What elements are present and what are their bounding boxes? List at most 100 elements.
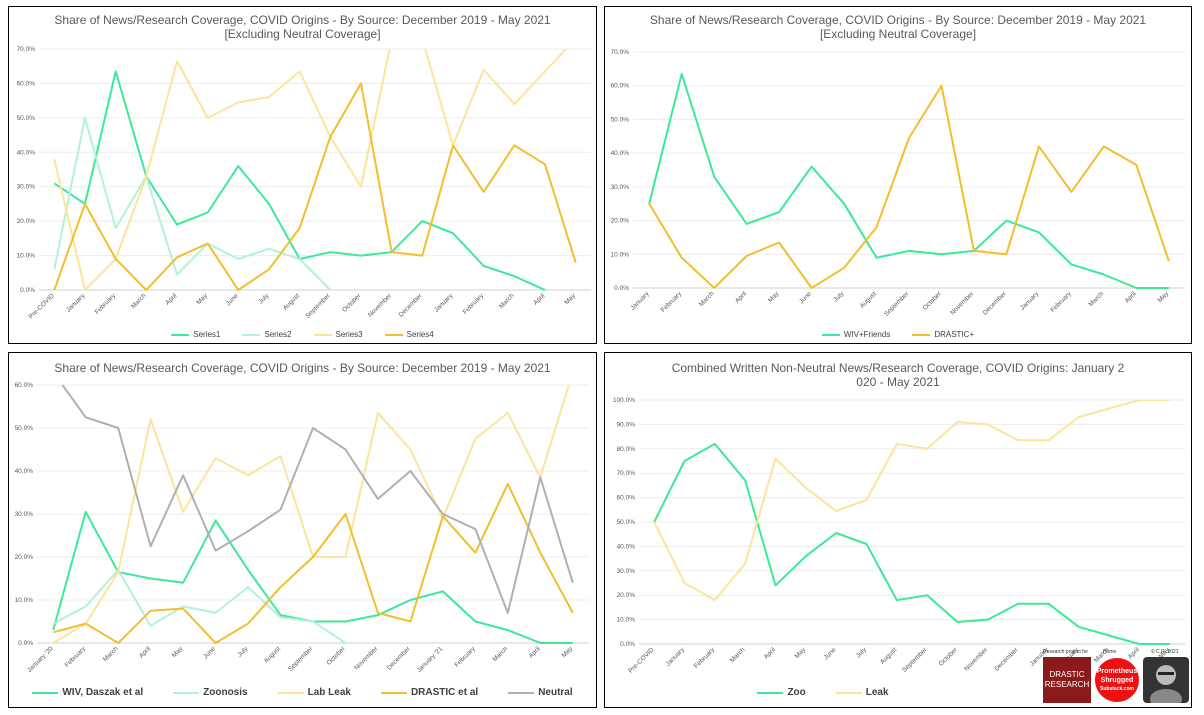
x-tick-label: March bbox=[729, 646, 747, 664]
x-tick-label: July bbox=[832, 290, 846, 304]
legend-swatch bbox=[821, 333, 840, 336]
y-tick-label: 20.0% bbox=[617, 592, 636, 599]
x-tick-label: January '21 bbox=[416, 645, 445, 674]
legend-swatch bbox=[277, 691, 304, 694]
x-tick-label: January bbox=[1019, 290, 1041, 312]
legend-label: Series1 bbox=[193, 330, 221, 339]
legend-item: WIV, Daszak et al bbox=[32, 687, 143, 698]
x-tick-label: April bbox=[1127, 646, 1142, 661]
series-line-lab-leak bbox=[52, 385, 570, 644]
y-tick-label: 10.0% bbox=[611, 251, 630, 258]
legend-label: DRASTIC et al bbox=[410, 687, 479, 698]
x-tick-label: June bbox=[798, 290, 813, 305]
legend-item: Series3 bbox=[313, 330, 363, 339]
y-tick-label: 50.0% bbox=[15, 425, 34, 432]
legend-label: Lab Leak bbox=[307, 687, 351, 698]
y-tick-label: 20.0% bbox=[15, 554, 34, 561]
y-tick-label: 40.0% bbox=[15, 468, 34, 475]
chart-panel-4: Combined Written Non-Neutral News/Resear… bbox=[604, 352, 1192, 708]
y-tick-label: 0.0% bbox=[620, 641, 635, 648]
x-tick-label: September bbox=[304, 292, 332, 320]
chart-title-2: Share of News/Research Coverage, COVID O… bbox=[649, 13, 1147, 41]
legend-item: DRASTIC+ bbox=[912, 330, 974, 339]
x-tick-label: September bbox=[287, 645, 315, 673]
x-tick-label: March bbox=[130, 292, 148, 310]
legend-label: Leak bbox=[865, 687, 889, 698]
legend-item: Zoo bbox=[757, 687, 806, 698]
x-tick-label: February bbox=[94, 292, 118, 316]
chart-title-3: Share of News/Research Coverage, COVID O… bbox=[54, 361, 551, 375]
x-tick-label: May bbox=[561, 645, 575, 659]
legend-swatch bbox=[173, 691, 200, 694]
series-line-zoonosis bbox=[52, 568, 347, 644]
x-tick-label: April bbox=[763, 646, 778, 661]
x-tick-label: March bbox=[102, 645, 120, 663]
legend-item: Series2 bbox=[242, 330, 292, 339]
y-tick-label: 80.0% bbox=[617, 446, 636, 453]
legend-label: WIV+Friends bbox=[843, 330, 891, 339]
y-tick-label: 60.0% bbox=[17, 80, 36, 87]
prometheus-caption: Home bbox=[1103, 649, 1117, 655]
legend-swatch bbox=[32, 691, 59, 694]
x-tick-label: November bbox=[367, 292, 394, 319]
prometheus-logo: Prometheus Shrugged Substack.com bbox=[1095, 658, 1139, 702]
series-line-drastic-et-al bbox=[52, 482, 574, 644]
author-photo bbox=[1143, 657, 1189, 703]
y-tick-label: 0.0% bbox=[20, 287, 35, 294]
x-tick-label: April bbox=[528, 645, 543, 660]
y-tick-label: 40.0% bbox=[617, 543, 636, 550]
legend-swatch bbox=[384, 333, 403, 336]
chart-legend-1: Series1 Series2 Series3 Series4 bbox=[9, 330, 596, 339]
legend-swatch bbox=[380, 691, 407, 694]
drastic-logo: DRASTIC RESEARCH bbox=[1043, 657, 1091, 703]
series-line-series2 bbox=[53, 116, 332, 291]
chart-legend-4: Zoo Leak bbox=[605, 687, 1191, 698]
x-tick-label: November bbox=[353, 645, 380, 672]
y-tick-label: 50.0% bbox=[611, 116, 630, 123]
y-tick-label: 20.0% bbox=[17, 218, 36, 225]
x-tick-label: April bbox=[532, 292, 547, 307]
legend-item: Series4 bbox=[384, 330, 434, 339]
y-tick-label: 90.0% bbox=[617, 421, 636, 428]
x-tick-label: October bbox=[922, 290, 944, 312]
chart-title-1: Share of News/Research Coverage, COVID O… bbox=[54, 13, 551, 41]
y-tick-label: 10.0% bbox=[17, 253, 36, 260]
x-tick-label: May bbox=[1157, 290, 1171, 304]
x-tick-label: April bbox=[734, 290, 749, 305]
legend-item: Zoonosis bbox=[173, 687, 248, 698]
x-tick-label: Pre-COVID bbox=[28, 292, 56, 320]
x-tick-label: February bbox=[660, 290, 684, 314]
x-tick-label: September bbox=[883, 290, 911, 318]
y-tick-label: 60.0% bbox=[15, 382, 34, 389]
series-line-series4 bbox=[53, 82, 577, 291]
chart-title-4: Combined Written Non-Neutral News/Resear… bbox=[671, 361, 1125, 389]
x-tick-label: December bbox=[993, 646, 1020, 673]
x-tick-label: September bbox=[901, 646, 929, 674]
x-tick-label: October bbox=[938, 646, 960, 668]
legend-swatch bbox=[171, 333, 190, 336]
y-tick-label: 30.0% bbox=[617, 568, 636, 575]
chart-legend-2: WIV+Friends DRASTIC+ bbox=[605, 330, 1191, 339]
x-tick-label: August bbox=[859, 290, 878, 309]
x-tick-label: November bbox=[949, 290, 976, 317]
chart-legend-3: WIV, Daszak et al Zoonosis Lab Leak DRASTIC… bbox=[9, 687, 596, 698]
legend-swatch bbox=[242, 333, 261, 336]
y-tick-label: 70.0% bbox=[611, 49, 630, 56]
legend-item: Series1 bbox=[171, 330, 220, 339]
series-line-series1 bbox=[53, 70, 546, 291]
x-tick-label: April bbox=[1124, 290, 1139, 305]
x-tick-label: January bbox=[629, 290, 651, 312]
legend-swatch bbox=[508, 691, 535, 694]
x-tick-label: February bbox=[462, 292, 486, 316]
legend-label: Zoo bbox=[787, 687, 806, 698]
x-tick-label: November bbox=[963, 646, 990, 673]
x-tick-label: February bbox=[64, 645, 88, 669]
y-tick-label: 50.0% bbox=[617, 519, 636, 526]
x-tick-label: April bbox=[138, 645, 153, 660]
x-tick-label: December bbox=[982, 290, 1009, 317]
x-tick-label: January bbox=[433, 292, 455, 314]
legend-label: Series2 bbox=[264, 330, 292, 339]
legend-label: Zoonosis bbox=[203, 687, 248, 698]
legend-swatch bbox=[835, 691, 862, 694]
series-line-neutral bbox=[61, 385, 574, 614]
